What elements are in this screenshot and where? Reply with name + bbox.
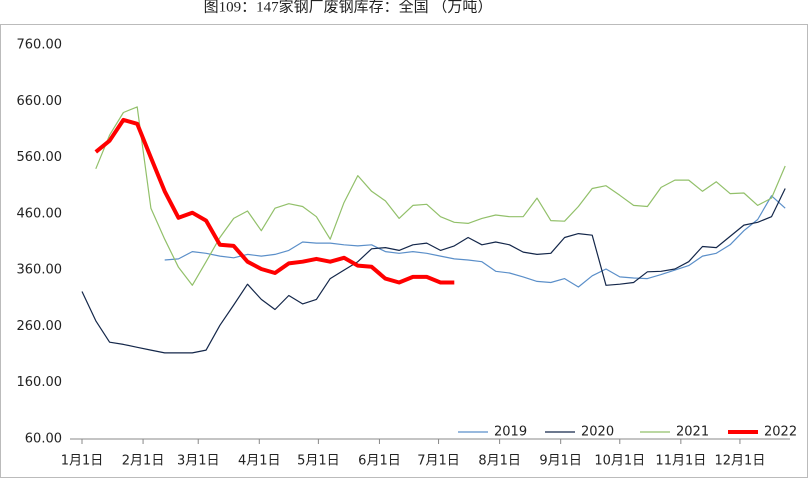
x-tick-label: 5月1日 — [297, 454, 340, 469]
y-tick-label: 260.00 — [17, 319, 63, 334]
x-tick-label: 3月1日 — [177, 454, 220, 469]
x-tick-label: 1月1日 — [61, 454, 104, 469]
y-tick-label: 760.00 — [17, 38, 63, 53]
x-tick-label: 10月1日 — [594, 454, 645, 469]
legend-label: 2021 — [676, 425, 709, 440]
series-line — [164, 195, 786, 288]
legend-label: 2020 — [581, 425, 614, 440]
x-tick-label: 4月1日 — [238, 454, 281, 469]
x-tick-label: 6月1日 — [358, 454, 401, 469]
legend-label: 2022 — [764, 425, 797, 440]
x-tick-label: 12月1日 — [715, 454, 766, 469]
series-line — [94, 117, 455, 285]
x-tick-label: 7月1日 — [417, 454, 460, 469]
chart-title: 图109：147家钢厂废钢库存：全国 （万吨） — [204, 0, 493, 15]
legend-label: 2019 — [494, 425, 527, 440]
y-tick-label: 160.00 — [17, 375, 63, 390]
series-line — [81, 188, 786, 354]
x-tick-label: 8月1日 — [478, 454, 521, 469]
y-tick-label: 360.00 — [17, 263, 63, 278]
x-tick-label: 9月1日 — [539, 454, 582, 469]
x-tick-label: 11月1日 — [655, 454, 706, 469]
y-tick-label: 60.00 — [25, 432, 62, 447]
chart-frame — [0, 24, 808, 478]
x-tick-label: 2月1日 — [122, 454, 165, 469]
y-tick-label: 460.00 — [17, 206, 63, 221]
series-line — [95, 106, 786, 286]
y-tick-label: 560.00 — [17, 150, 63, 165]
y-tick-label: 660.00 — [17, 94, 63, 109]
